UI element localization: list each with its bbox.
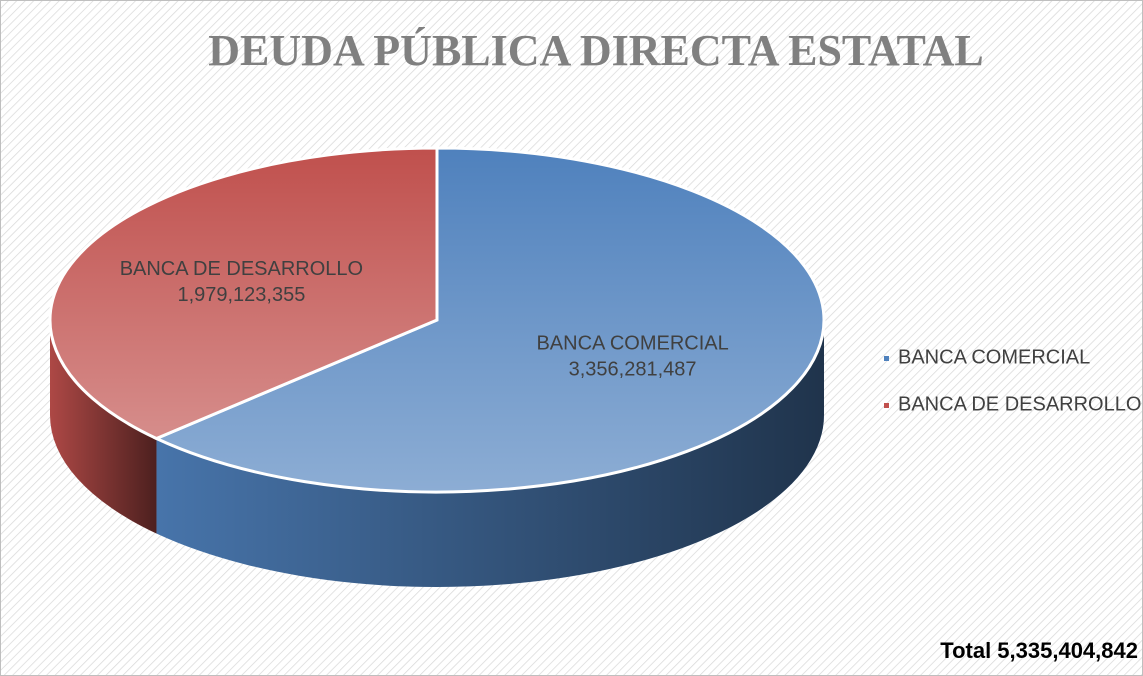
total-annotation: Total 5,335,404,842	[940, 638, 1138, 663]
legend-label: BANCA COMERCIAL	[898, 346, 1090, 368]
chart-title: DEUDA PÚBLICA DIRECTA ESTATAL	[208, 26, 983, 75]
slice-value-label: 3,356,281,487	[569, 359, 697, 381]
slice-side-shade	[156, 320, 825, 588]
slice-label: BANCA COMERCIAL	[536, 333, 728, 355]
slice-label: BANCA DE DESARROLLO	[120, 258, 363, 280]
legend-label: BANCA DE DESARROLLO	[898, 393, 1141, 415]
slice-shade	[156, 148, 824, 492]
legend-marker	[884, 403, 889, 408]
slice-value-label: 1,979,123,355	[177, 284, 305, 306]
slice-shade	[50, 148, 438, 439]
slice-side-shade	[50, 320, 157, 534]
legend-marker	[884, 356, 889, 361]
